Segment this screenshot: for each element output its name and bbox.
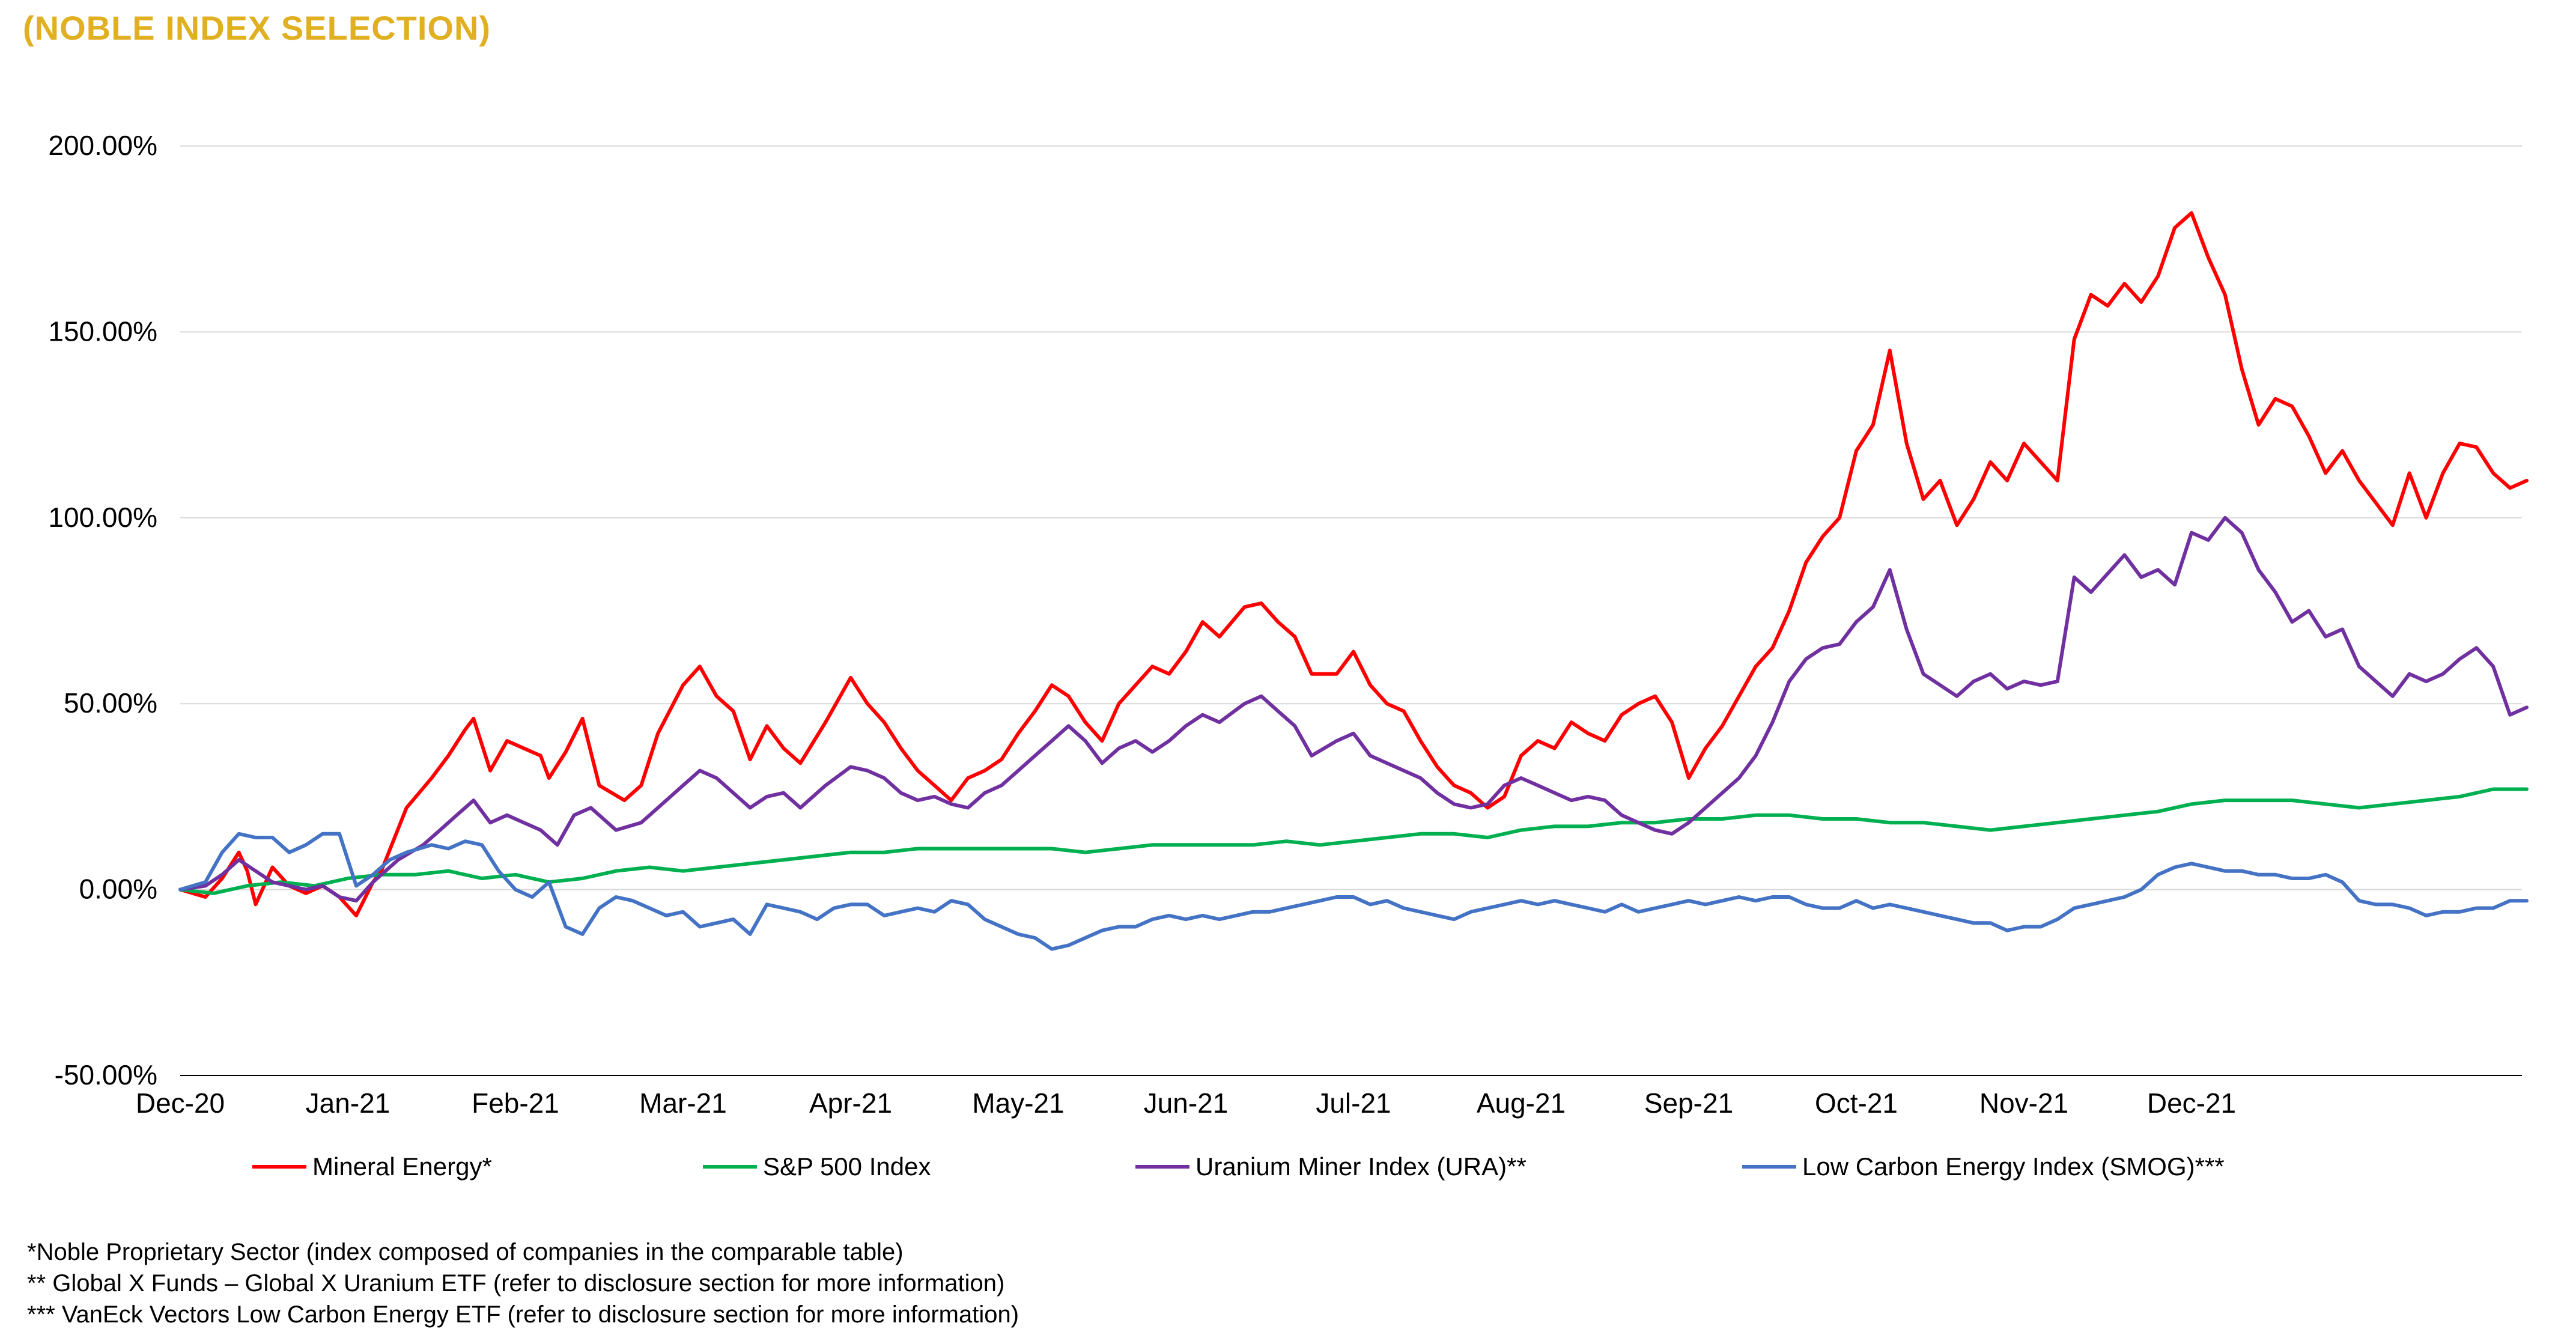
x-tick-label: Apr-21 xyxy=(809,1087,892,1119)
x-tick-label: Dec-21 xyxy=(2147,1087,2236,1119)
y-tick-label: 150.00% xyxy=(48,315,157,347)
footnote-2: ** Global X Funds – Global X Uranium ETF… xyxy=(27,1270,1005,1297)
legend-label: Mineral Energy* xyxy=(312,1152,492,1181)
footnote-1: *Noble Proprietary Sector (index compose… xyxy=(27,1239,904,1265)
x-tick-label: Jun-21 xyxy=(1144,1087,1229,1119)
y-tick-label: 100.00% xyxy=(48,502,157,533)
series-line-2 xyxy=(178,787,2529,895)
x-tick-label: Nov-21 xyxy=(1979,1087,2068,1119)
series-lines xyxy=(178,211,2529,951)
x-tick-label: Jul-21 xyxy=(1316,1087,1391,1119)
x-tick-label: Oct-21 xyxy=(1815,1087,1898,1119)
y-tick-label: 0.00% xyxy=(79,874,157,905)
legend-label: S&P 500 Index xyxy=(763,1152,931,1181)
gridlines xyxy=(180,145,2522,890)
legend: Mineral Energy* S&P 500 Index Uranium Mine… xyxy=(252,1152,2225,1181)
chart-title: (NOBLE INDEX SELECTION) xyxy=(23,9,491,47)
legend-label: Low Carbon Energy Index (SMOG)*** xyxy=(1802,1152,2225,1181)
y-tick-label: -50.00% xyxy=(55,1059,157,1090)
x-tick-label: Dec-20 xyxy=(136,1087,225,1119)
x-tick-label: Jan-21 xyxy=(306,1087,390,1119)
y-tick-label: 50.00% xyxy=(64,687,157,719)
y-tick-label: 200.00% xyxy=(48,130,157,161)
axes: 200.00%150.00%100.00%50.00%0.00%-50.00%D… xyxy=(48,130,2522,1119)
x-tick-label: Mar-21 xyxy=(639,1087,727,1119)
x-tick-label: May-21 xyxy=(972,1087,1064,1119)
footnotes: *Noble Proprietary Sector (index compose… xyxy=(27,1236,1019,1330)
legend-label: Uranium Miner Index (URA)** xyxy=(1195,1152,1526,1181)
x-tick-label: Aug-21 xyxy=(1477,1087,1566,1119)
series-line-4 xyxy=(178,832,2529,951)
series-line-3 xyxy=(178,515,2529,903)
x-tick-label: Feb-21 xyxy=(472,1087,559,1119)
series-line-1 xyxy=(178,211,2529,917)
footnote-3: *** VanEck Vectors Low Carbon Energy ETF… xyxy=(27,1301,1019,1328)
x-tick-label: Sep-21 xyxy=(1644,1087,1733,1119)
